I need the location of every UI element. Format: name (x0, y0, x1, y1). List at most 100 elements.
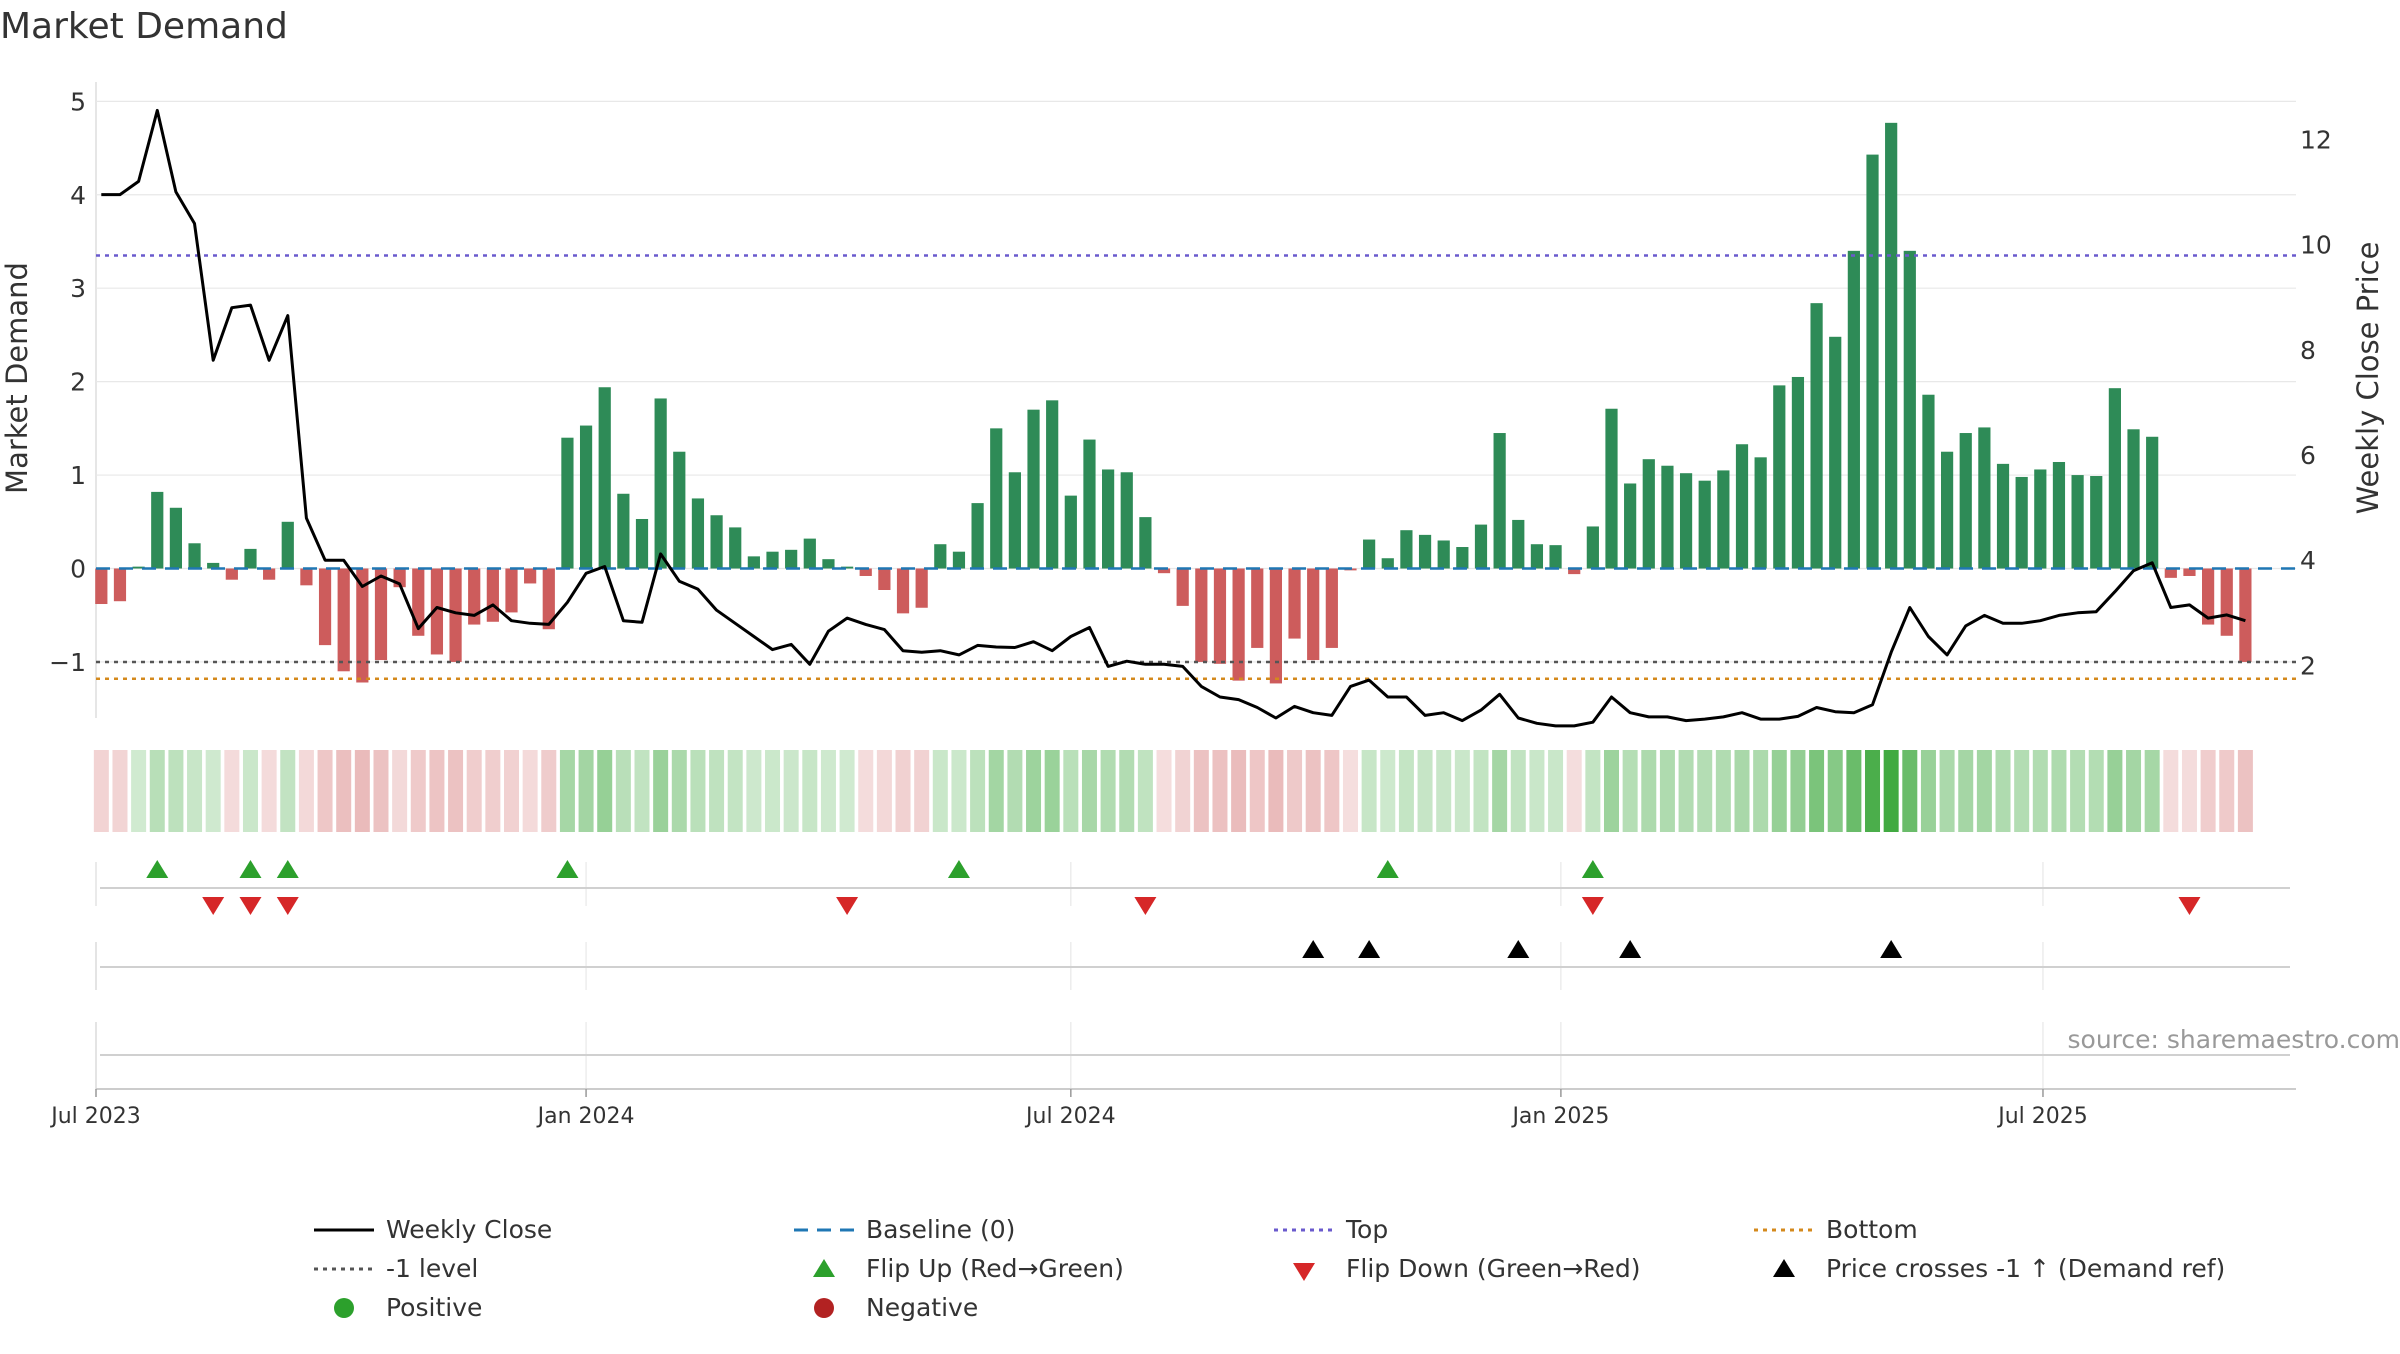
strip-cell (1306, 750, 1321, 832)
demand-bar (1270, 569, 1282, 684)
legend-item: Price crosses -1 ↑ (Demand ref) (1773, 1254, 2225, 1283)
demand-bar (1866, 155, 1878, 569)
strip-cell (1996, 750, 2011, 832)
strip-cell (1865, 750, 1880, 832)
strip-cell (1809, 750, 1824, 832)
strip-cell (597, 750, 612, 832)
legend-label: Flip Up (Red→Green) (866, 1254, 1124, 1283)
strip-cell (262, 750, 277, 832)
strip-cell (1977, 750, 1992, 832)
demand-bar (151, 492, 163, 569)
strip-cell (2238, 750, 2253, 832)
demand-bar (710, 515, 722, 568)
demand-bar (580, 426, 592, 569)
x-tick-label: Jan 2025 (1510, 1104, 1609, 1129)
strip-cell (1063, 750, 1078, 832)
demand-bar (1922, 395, 1934, 569)
strip-cell (1623, 750, 1638, 832)
y-tick-label: −1 (49, 648, 86, 677)
demand-bar (319, 569, 331, 646)
demand-bar (2165, 569, 2177, 578)
strip-cell (112, 750, 127, 832)
demand-bar (1400, 530, 1412, 568)
demand-bar (1512, 520, 1524, 569)
demand-bar (1102, 469, 1114, 568)
demand-bar (282, 522, 294, 569)
demand-bar (561, 438, 573, 569)
demand-bar (673, 452, 685, 569)
strip-cell (429, 750, 444, 832)
strip-cell (2163, 750, 2178, 832)
strip-cell (1212, 750, 1227, 832)
legend-item: Baseline (0) (794, 1215, 1015, 1244)
demand-bar (114, 569, 126, 602)
strip-cell (1418, 750, 1433, 832)
demand-bar (1009, 472, 1021, 568)
strip-cell (933, 750, 948, 832)
legend-swatch (1773, 1259, 1795, 1277)
demand-bar (2221, 569, 2233, 636)
strip-cell (1194, 750, 1209, 832)
demand-bar (1288, 569, 1300, 639)
flip-down-marker (2178, 897, 2200, 915)
demand-bar (1251, 569, 1263, 648)
strip-cell (1492, 750, 1507, 832)
demand-bar (1587, 526, 1599, 568)
empty-panel (96, 1022, 2290, 1090)
y-tick-label: 4 (70, 181, 86, 210)
strip-cell (653, 750, 668, 832)
flip-down-marker (277, 897, 299, 915)
strip-cell (1753, 750, 1768, 832)
demand-bar (655, 398, 667, 568)
strip-cell (1250, 750, 1265, 832)
flip-up-marker (556, 860, 578, 878)
demand-bar (263, 569, 275, 580)
legend-swatch (334, 1298, 354, 1318)
demand-bar (375, 569, 387, 661)
legend-label: Negative (866, 1293, 978, 1322)
strip-cell (2051, 750, 2066, 832)
demand-bar (1046, 400, 1058, 568)
legend-item: Negative (814, 1293, 978, 1322)
legend-item: Positive (334, 1293, 482, 1322)
strip-cell (616, 750, 631, 832)
demand-bar (2053, 462, 2065, 569)
strip-cell (411, 750, 426, 832)
demand-bar (916, 569, 928, 608)
strip-cell (1940, 750, 1955, 832)
strip-cell (1529, 750, 1544, 832)
strip-cell (318, 750, 333, 832)
strip-cell (504, 750, 519, 832)
strip-cell (1511, 750, 1526, 832)
strip-cell (94, 750, 109, 832)
flip-down-marker (836, 897, 858, 915)
legend-label: Baseline (0) (866, 1215, 1015, 1244)
strip-cell (1697, 750, 1712, 832)
flip-up-marker (146, 860, 168, 878)
demand-bar (449, 569, 461, 662)
demand-bar (2239, 569, 2251, 662)
demand-bar (300, 569, 312, 586)
demand-bar (2034, 469, 2046, 568)
y2-tick-label: 6 (2300, 441, 2316, 470)
strip-cell (392, 750, 407, 832)
flip-up-marker (1582, 860, 1604, 878)
demand-bar (244, 549, 256, 569)
demand-bar (2016, 477, 2028, 569)
demand-bar (1083, 440, 1095, 569)
strip-cell (858, 750, 873, 832)
strip-cell (709, 750, 724, 832)
strip-cell (802, 750, 817, 832)
demand-bar (1885, 123, 1897, 569)
price-cross-marker (1619, 940, 1641, 958)
demand-bar (878, 569, 890, 590)
legend-swatch (813, 1259, 835, 1277)
strip-cell (765, 750, 780, 832)
strip-cell (1175, 750, 1190, 832)
strip-cell (1007, 750, 1022, 832)
strip-cell (1436, 750, 1451, 832)
x-tick-label: Jan 2024 (536, 1104, 635, 1129)
demand-bar (1139, 517, 1151, 568)
flip-down-marker (202, 897, 224, 915)
